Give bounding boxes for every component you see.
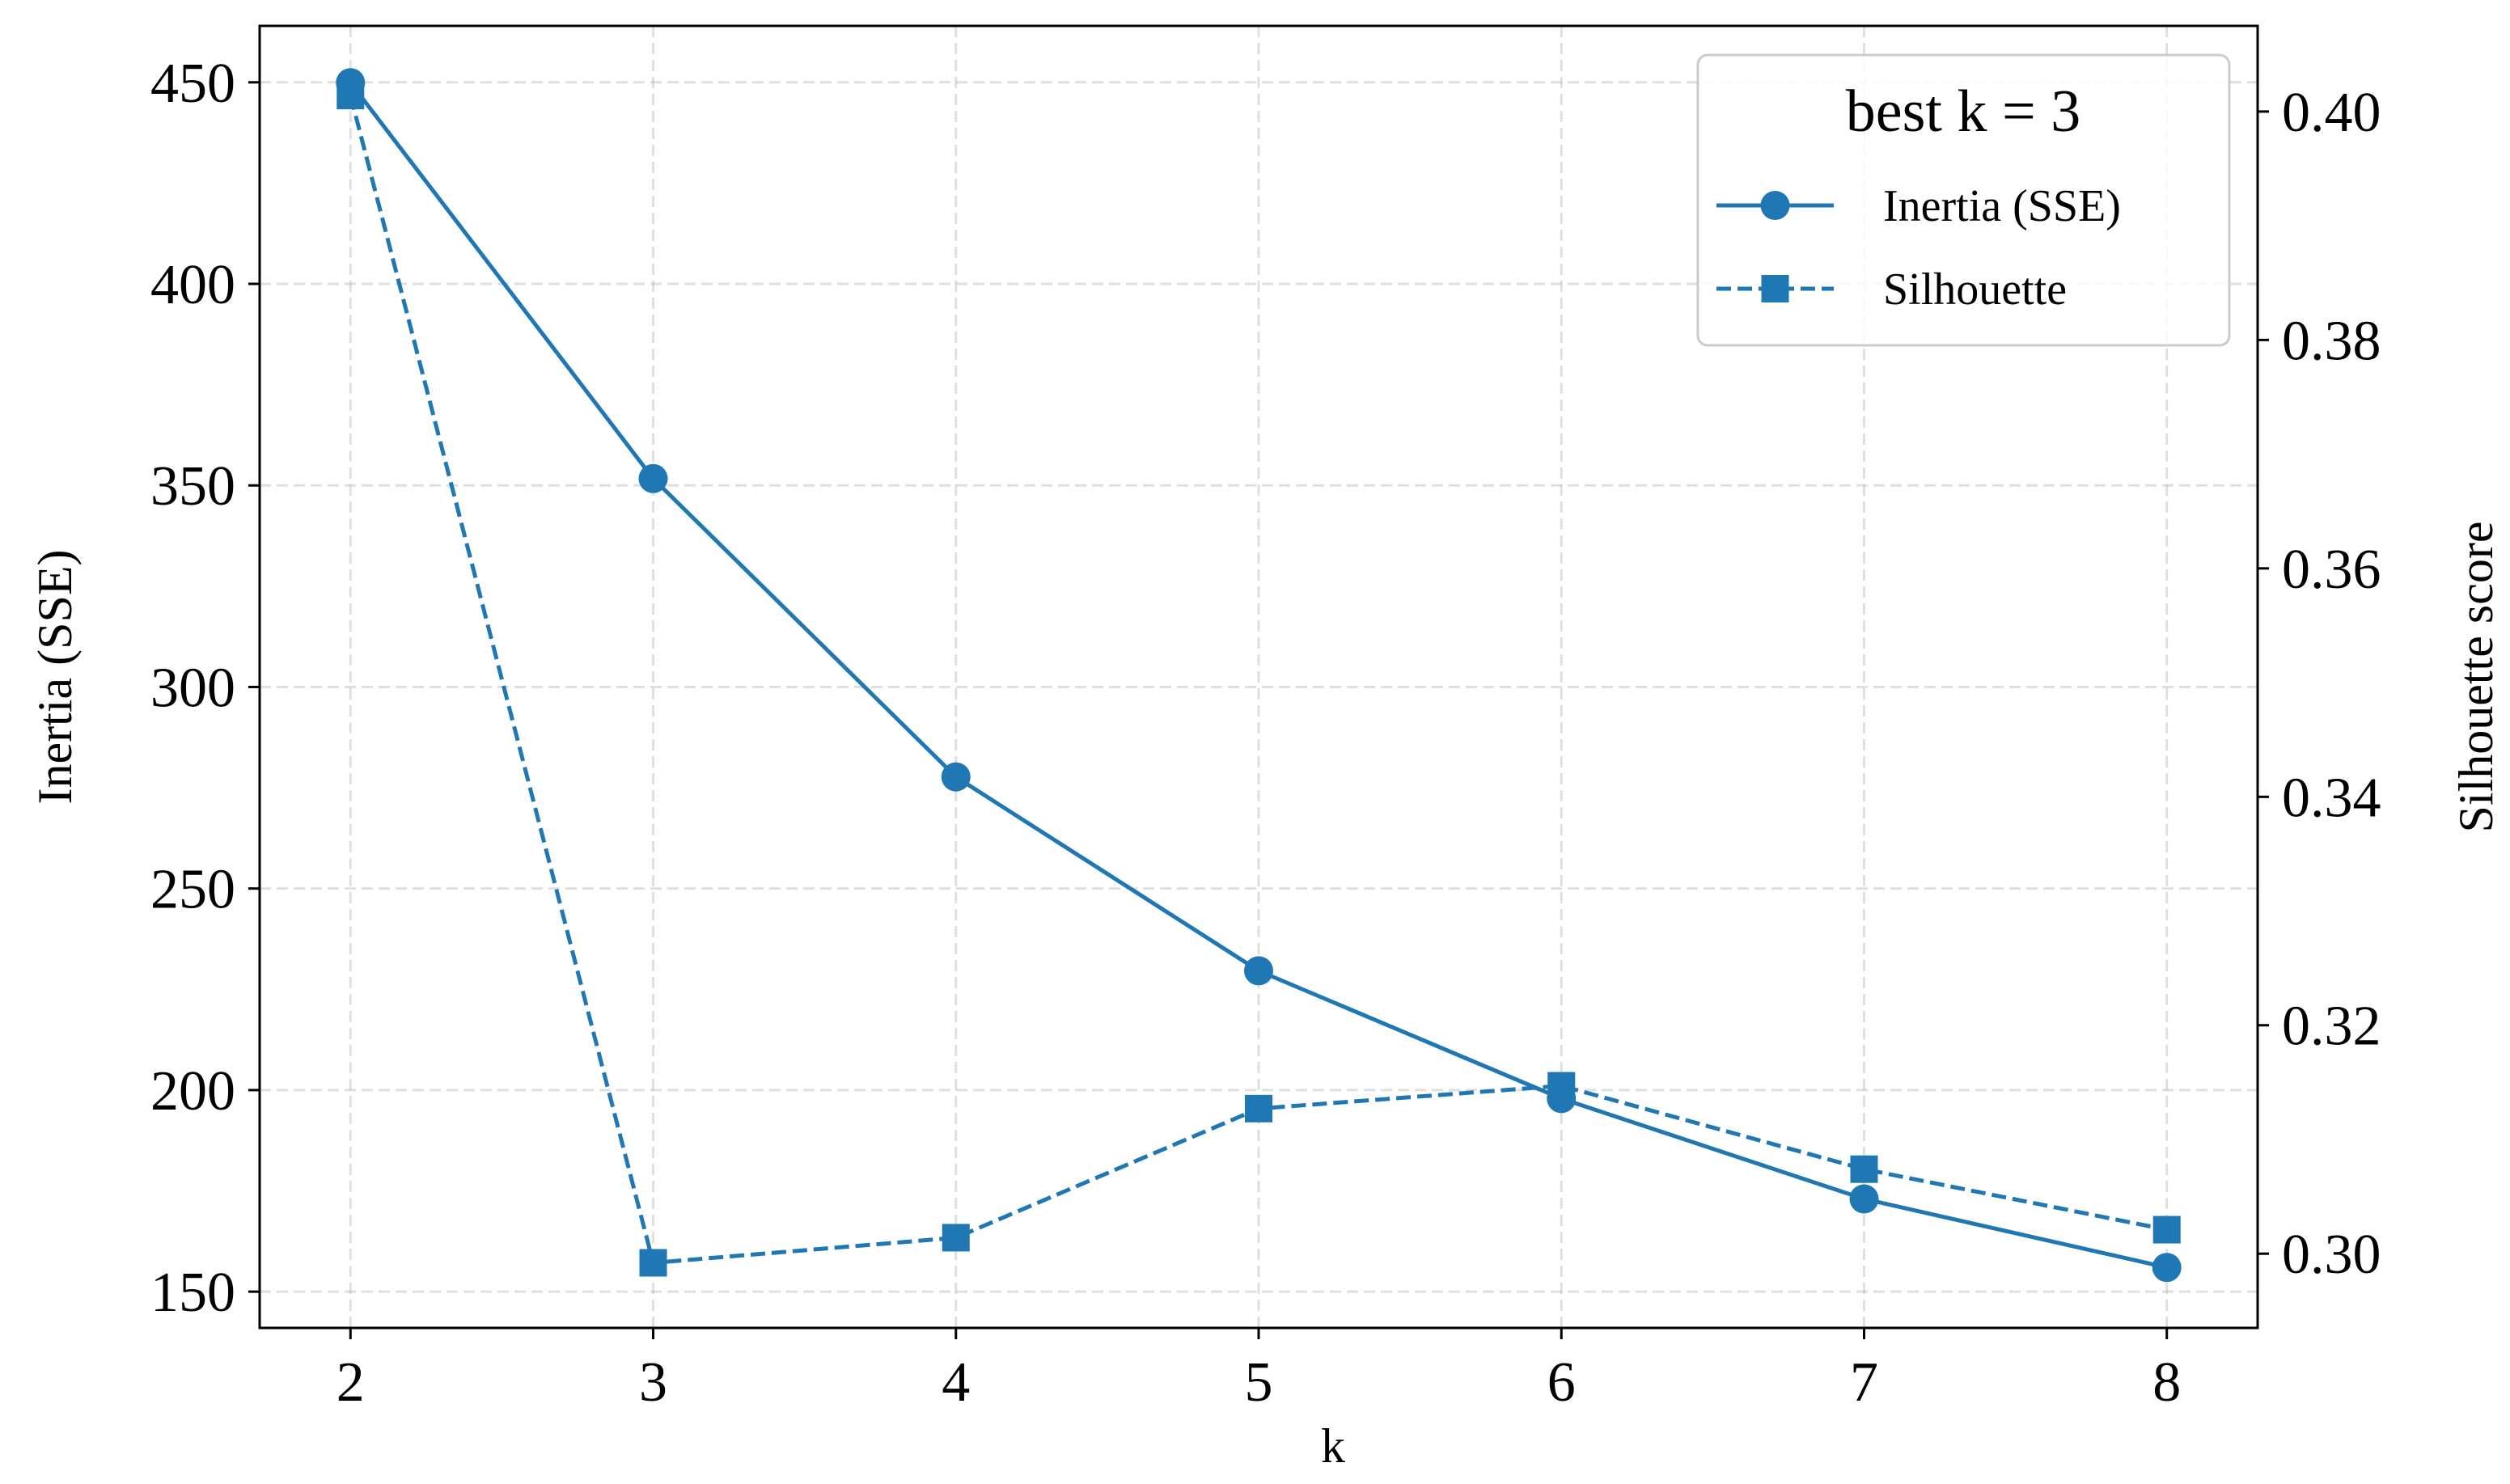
legend-marker-square: [1761, 275, 1789, 302]
y-right-tick-label: 0.30: [2282, 1224, 2381, 1286]
y-right-tick-label: 0.40: [2282, 82, 2381, 144]
y-left-tick-label: 350: [150, 455, 235, 518]
series-layer: [336, 68, 2182, 1283]
series-inertia-sse: [336, 68, 2182, 1283]
data-point-circle: [941, 762, 971, 792]
y-left-tick-label: 450: [150, 53, 235, 115]
x-axis-title: k: [1321, 1419, 1345, 1473]
legend-label: Inertia (SSE): [1883, 181, 2121, 231]
x-tick-label: 7: [1850, 1351, 1878, 1414]
data-point-square: [942, 1224, 970, 1252]
x-tick-label: 6: [1547, 1351, 1576, 1414]
data-point-square: [2152, 1216, 2181, 1244]
data-point-circle: [1849, 1184, 1879, 1214]
data-point-square: [337, 82, 365, 110]
y-left-tick-label: 300: [150, 657, 235, 719]
data-point-square: [1245, 1094, 1272, 1123]
x-tick-label: 8: [2152, 1351, 2181, 1414]
y-right-tick-label: 0.36: [2282, 539, 2381, 601]
data-point-circle: [2152, 1253, 2182, 1283]
y-right-tick-label: 0.32: [2282, 996, 2381, 1058]
y-right-tick-label: 0.34: [2282, 767, 2381, 829]
legend: best k = 3 Inertia (SSE) Silhouette: [1696, 53, 2231, 347]
legend-box: [1696, 53, 2231, 347]
data-point-circle: [1244, 956, 1273, 986]
x-tick-label: 3: [639, 1351, 667, 1414]
y-left-tick-label: 400: [150, 254, 235, 316]
data-point-square: [639, 1249, 667, 1277]
x-axis: 2 3 4 5 6 7 8: [337, 1328, 2181, 1414]
y-left-tick-label: 250: [150, 859, 235, 921]
legend-entries: Inertia (SSE) Silhouette: [1716, 181, 2121, 315]
series-silhouette: [337, 82, 2181, 1277]
data-point-square: [1547, 1072, 1576, 1100]
x-tick-label: 5: [1245, 1351, 1273, 1414]
y-left-tick-label: 200: [150, 1060, 235, 1123]
legend-marker-circle: [1760, 191, 1790, 220]
y-axis-left: 150 200 250 300 350 400 450: [150, 53, 260, 1324]
y-left-tick-label: 150: [150, 1262, 235, 1324]
data-point-circle: [638, 463, 668, 493]
data-point-square: [1850, 1155, 1878, 1183]
x-tick-label: 4: [942, 1351, 970, 1414]
legend-title: best k = 3: [1846, 78, 2080, 145]
y-right-tick-label: 0.38: [2282, 310, 2381, 372]
y-axis-left-title: Inertia (SSE): [28, 550, 82, 805]
y-axis-right: 0.30 0.32 0.34 0.36 0.38 0.40: [2258, 82, 2381, 1286]
y-axis-right-title: Silhouette score: [2449, 522, 2503, 833]
x-tick-label: 2: [337, 1351, 365, 1414]
legend-label: Silhouette: [1883, 264, 2067, 315]
